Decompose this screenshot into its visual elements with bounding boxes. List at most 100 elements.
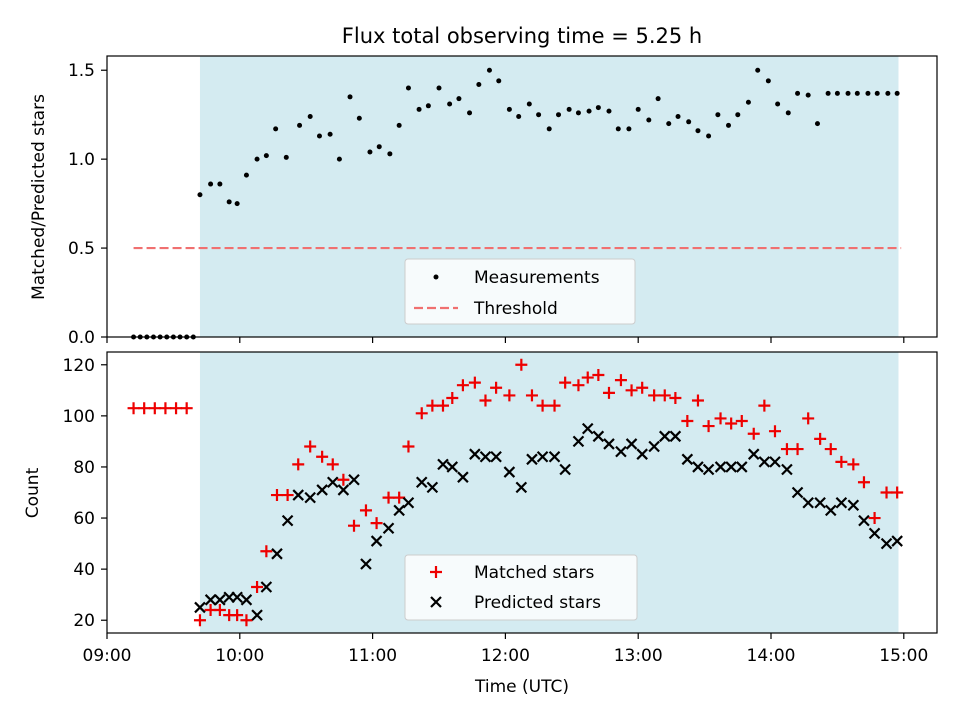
ratio-legend-box	[404, 258, 636, 325]
matched-point	[702, 420, 715, 433]
predicted-point	[791, 486, 804, 499]
measurement-point	[706, 133, 712, 139]
ratio-ylabel: Matched/Predicted stars	[29, 94, 49, 300]
matched-point	[572, 379, 585, 392]
measurement-point	[447, 101, 453, 107]
predicted-point	[802, 496, 814, 509]
matched-point	[316, 450, 329, 463]
y-tick-label: 1.5	[68, 61, 95, 81]
predicted-point	[479, 450, 492, 463]
predicted-point	[231, 591, 243, 604]
predicted-point	[194, 601, 206, 614]
measurement-point	[516, 113, 522, 119]
x-tick-label: 14:00	[747, 646, 796, 666]
x-tick-label: 11:00	[348, 646, 397, 666]
measurement-point	[425, 103, 431, 109]
matched-point	[515, 358, 528, 371]
matched-point	[847, 458, 860, 471]
measurement-point	[635, 106, 641, 112]
predicted-point	[536, 450, 549, 463]
matched-point	[602, 386, 615, 399]
predicted-point	[868, 527, 881, 540]
measurement-point	[755, 67, 761, 73]
predicted-point	[214, 594, 226, 606]
y-tick-label: 100	[63, 407, 95, 427]
count-ylabel: Count	[23, 467, 43, 518]
measurement-point	[566, 106, 572, 112]
matched-point	[148, 402, 161, 415]
measurement-point	[486, 67, 492, 73]
predicted-point	[402, 496, 415, 509]
predicted-legend-label: Predicted stars	[474, 593, 601, 613]
measurement-point	[715, 112, 721, 118]
measurement-point	[885, 90, 891, 96]
matched-point	[479, 394, 492, 407]
predicted-point	[648, 440, 660, 453]
measurement-point	[376, 144, 382, 150]
matched-point	[456, 379, 469, 392]
predicted-point	[515, 481, 528, 494]
y-tick-label: 1.0	[68, 150, 95, 170]
measurement-point	[854, 90, 860, 96]
predicted-point	[526, 453, 538, 466]
y-tick-label: 40	[73, 560, 95, 580]
measurement-point	[263, 153, 269, 159]
x-tick-label: 09:00	[83, 646, 132, 666]
matched-legend-label: Matched stars	[474, 563, 594, 583]
y-tick-label: 60	[73, 509, 95, 529]
matched-point	[251, 581, 264, 594]
measurement-point	[367, 149, 373, 155]
matched-point	[337, 473, 350, 486]
matched-point	[127, 402, 140, 415]
matched-point	[581, 371, 594, 384]
measurement-point	[327, 131, 333, 137]
measurement-point	[197, 192, 203, 198]
matched-point	[814, 432, 827, 445]
matched-legend-marker	[430, 566, 442, 578]
measurement-point	[745, 99, 751, 105]
matched-point	[490, 381, 503, 394]
predicted-point	[781, 463, 793, 476]
x-tick-label: 10:00	[215, 646, 264, 666]
predicted-point	[603, 438, 615, 450]
matched-point	[159, 402, 172, 415]
matched-point	[402, 440, 415, 453]
matched-point	[503, 389, 516, 402]
predicted-point	[348, 473, 360, 486]
measurement-point	[765, 78, 771, 84]
matched-point	[548, 399, 561, 412]
measurement-point	[254, 156, 260, 162]
measurement-point	[615, 126, 621, 132]
measurement-point	[273, 126, 279, 132]
predicted-point	[271, 548, 283, 560]
predicted-point	[281, 514, 294, 527]
predicted-point	[469, 448, 481, 460]
measurement-point	[536, 112, 542, 118]
count-legend-box	[404, 554, 638, 621]
measurement-point	[735, 112, 741, 118]
matched-point	[648, 389, 661, 402]
predicted-point	[251, 609, 263, 621]
matched-point	[669, 391, 682, 404]
matched-point	[559, 376, 572, 389]
predicted-point	[240, 594, 253, 606]
predicted-point	[304, 491, 316, 504]
predicted-point	[490, 450, 502, 463]
predicted-point	[503, 466, 516, 478]
predicted-point	[891, 535, 903, 547]
matched-point	[525, 389, 538, 402]
matched-point	[292, 458, 305, 471]
threshold-legend-label: Threshold	[473, 299, 558, 319]
predicted-point	[292, 489, 305, 501]
matched-point	[270, 489, 283, 502]
measurements-legend-marker	[433, 274, 439, 280]
measurement-point	[243, 172, 249, 178]
predicted-legend-marker	[430, 596, 442, 608]
measurement-point	[234, 201, 240, 207]
measurement-point	[456, 96, 462, 102]
predicted-point	[437, 458, 449, 471]
x-tick-label: 12:00	[481, 646, 530, 666]
matched-point	[691, 394, 704, 407]
predicted-point	[692, 461, 704, 473]
matched-point	[768, 425, 781, 438]
